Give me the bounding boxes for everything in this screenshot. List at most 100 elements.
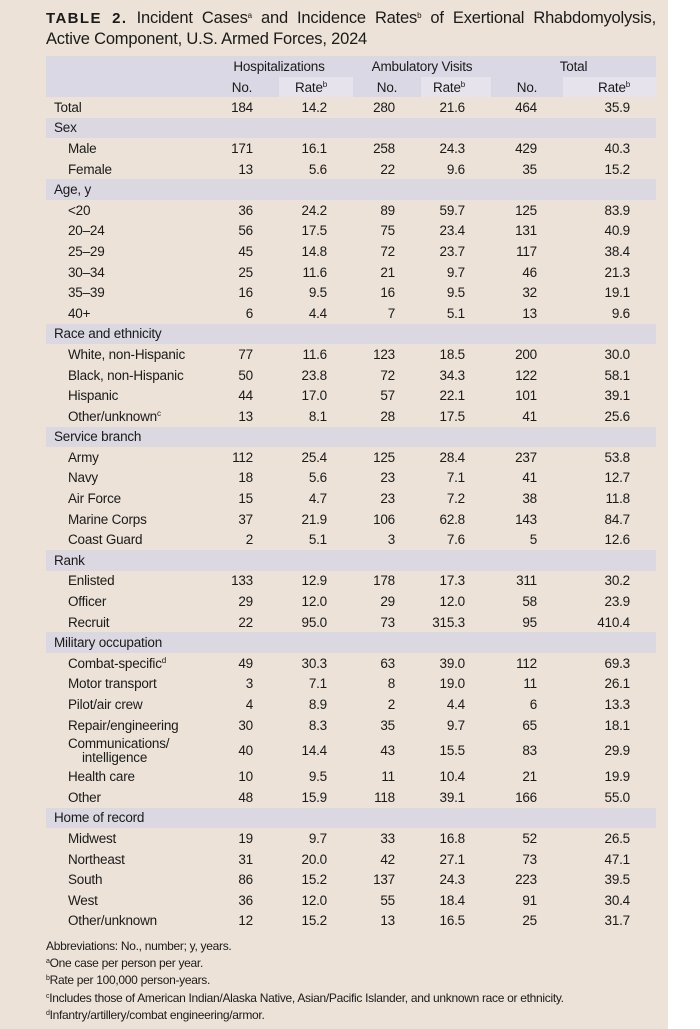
cell-count: 3	[245, 676, 254, 692]
section-row: Rank	[46, 550, 656, 571]
footnote-marker: b	[417, 11, 422, 20]
cell-rate: 30.2	[604, 573, 631, 589]
footnote: Abbreviations: No., number; y, years.	[46, 938, 564, 955]
row-label-text: Home of record	[54, 810, 145, 826]
cell-count: 16	[238, 285, 253, 301]
cell-rate: 7.1	[308, 676, 327, 692]
footnote-marker: b	[625, 79, 630, 89]
cell-rate	[563, 426, 656, 448]
table-row: Female 13 5.6 22 9.6 35 15.2	[46, 159, 656, 180]
row-label: Service branch	[46, 426, 205, 448]
cell-rate: 10.4	[439, 769, 466, 785]
table-row: Army 112 25.4 125 28.4 237 53.8	[46, 447, 656, 468]
cell-rate: 59.7	[439, 202, 466, 218]
cell-rate: 24.3	[439, 872, 466, 888]
row-label-text: Midwest	[68, 830, 117, 846]
row-label: Home of record	[46, 807, 205, 829]
cell-rate: 8.1	[308, 408, 327, 424]
cell-count	[205, 179, 279, 200]
cell-rate: 62.8	[439, 511, 466, 527]
cell-count: 13	[238, 408, 253, 424]
cell-rate	[279, 179, 353, 200]
row-label: Marine Corps	[46, 509, 205, 530]
row-label: Officer	[46, 591, 205, 612]
row-label-text: Rank	[54, 552, 85, 568]
cell-rate: 7.2	[446, 491, 465, 507]
cell-count: 106	[373, 511, 395, 527]
cell-rate	[421, 117, 491, 139]
row-label: Other/unknown	[46, 911, 205, 932]
cell-count: 280	[373, 99, 395, 115]
cell-count: 75	[380, 223, 395, 239]
cell-rate: 40.9	[604, 223, 631, 239]
cell-count: 95	[522, 614, 537, 630]
cell-count: 117	[516, 243, 537, 259]
cell-rate: 12.7	[604, 470, 631, 486]
cell-count: 6	[529, 697, 538, 713]
table-row: Coast Guard 2 5.1 3 7.6 5 12.6	[46, 529, 656, 550]
row-label-text: 35–39	[68, 285, 105, 301]
cell-rate: 9.5	[446, 285, 465, 301]
cell-rate: 8.9	[308, 697, 327, 713]
cell-rate	[563, 179, 656, 200]
row-label-text: Coast Guard	[68, 532, 143, 548]
row-label: Air Force	[46, 488, 205, 509]
cell-rate: 58.1	[604, 367, 631, 383]
cell-rate: 39.5	[604, 872, 631, 888]
cell-rate: 4.4	[308, 305, 327, 321]
cell-count: 52	[522, 830, 537, 846]
data-table: Hospitalizations Ambulatory Visits Total…	[46, 56, 656, 931]
cell-rate: 19.1	[604, 285, 631, 301]
cell-rate: 28.4	[439, 449, 466, 465]
cell-count	[205, 426, 279, 448]
table-row: West 36 12.0 55 18.4 91 30.4	[46, 890, 656, 911]
table-row: White, non-Hispanic 77 11.6 123 18.5 200 30.0	[46, 344, 656, 365]
cell-rate: 11.6	[302, 346, 328, 362]
cell-count: 112	[232, 449, 253, 465]
row-label-text: Health care	[68, 769, 135, 785]
cell-count: 137	[373, 872, 395, 888]
cell-rate: 14.4	[301, 742, 328, 758]
cell-count: 101	[515, 388, 537, 404]
cell-rate: 95.0	[301, 614, 328, 630]
cell-rate: 25.6	[604, 408, 631, 424]
table-row: Navy 18 5.6 23 7.1 41 12.7	[46, 468, 656, 489]
cell-rate: 39.1	[604, 388, 631, 404]
cell-rate: 18.1	[604, 717, 631, 733]
row-label: 30–34	[46, 262, 205, 283]
footnote: aOne case per person per year.	[46, 955, 564, 972]
table-row: 30–34 25 11.6 21 9.7 46 21.3	[46, 262, 656, 283]
cell-rate: 11.6	[302, 264, 328, 280]
row-label: Health care	[46, 766, 205, 787]
cell-rate: 21.6	[439, 99, 466, 115]
row-label-text: 20–24	[68, 223, 105, 239]
table-row: Combat-specificd 49 30.3 63 39.0 112 69.3	[46, 653, 656, 674]
row-label-text: Race and ethnicity	[54, 326, 162, 342]
row-label-text: South	[68, 872, 103, 888]
cell-count: 48	[238, 789, 253, 805]
cell-count: 23	[380, 491, 395, 507]
table-number: TABLE 2.	[46, 10, 128, 27]
cell-rate: 12.9	[301, 573, 328, 589]
row-label-text: Other/unknown	[68, 913, 157, 929]
cell-count: 33	[380, 830, 395, 846]
cell-rate: 84.7	[604, 511, 631, 527]
row-label-text: Officer	[68, 594, 107, 610]
cell-count: 429	[515, 140, 537, 156]
row-label-text: Service branch	[54, 429, 142, 445]
cell-rate: 40.3	[604, 140, 631, 156]
cell-count: 18	[238, 470, 253, 486]
cell-rate: 17.0	[301, 388, 328, 404]
cell-count	[205, 323, 279, 345]
cell-rate	[421, 550, 491, 571]
cell-count	[205, 117, 279, 139]
cell-rate: 20.0	[301, 851, 328, 867]
footnote-marker: a	[247, 11, 252, 20]
footnote: cIncludes those of American Indian/Alask…	[46, 990, 564, 1007]
cell-count: 29	[380, 594, 395, 610]
cell-count: 46	[522, 264, 537, 280]
cell-count: 2	[387, 697, 396, 713]
table-footnotes: Abbreviations: No., number; y, years. aOn…	[46, 938, 564, 1024]
cell-count: 83	[522, 742, 537, 758]
cell-rate: 16.5	[439, 913, 466, 929]
